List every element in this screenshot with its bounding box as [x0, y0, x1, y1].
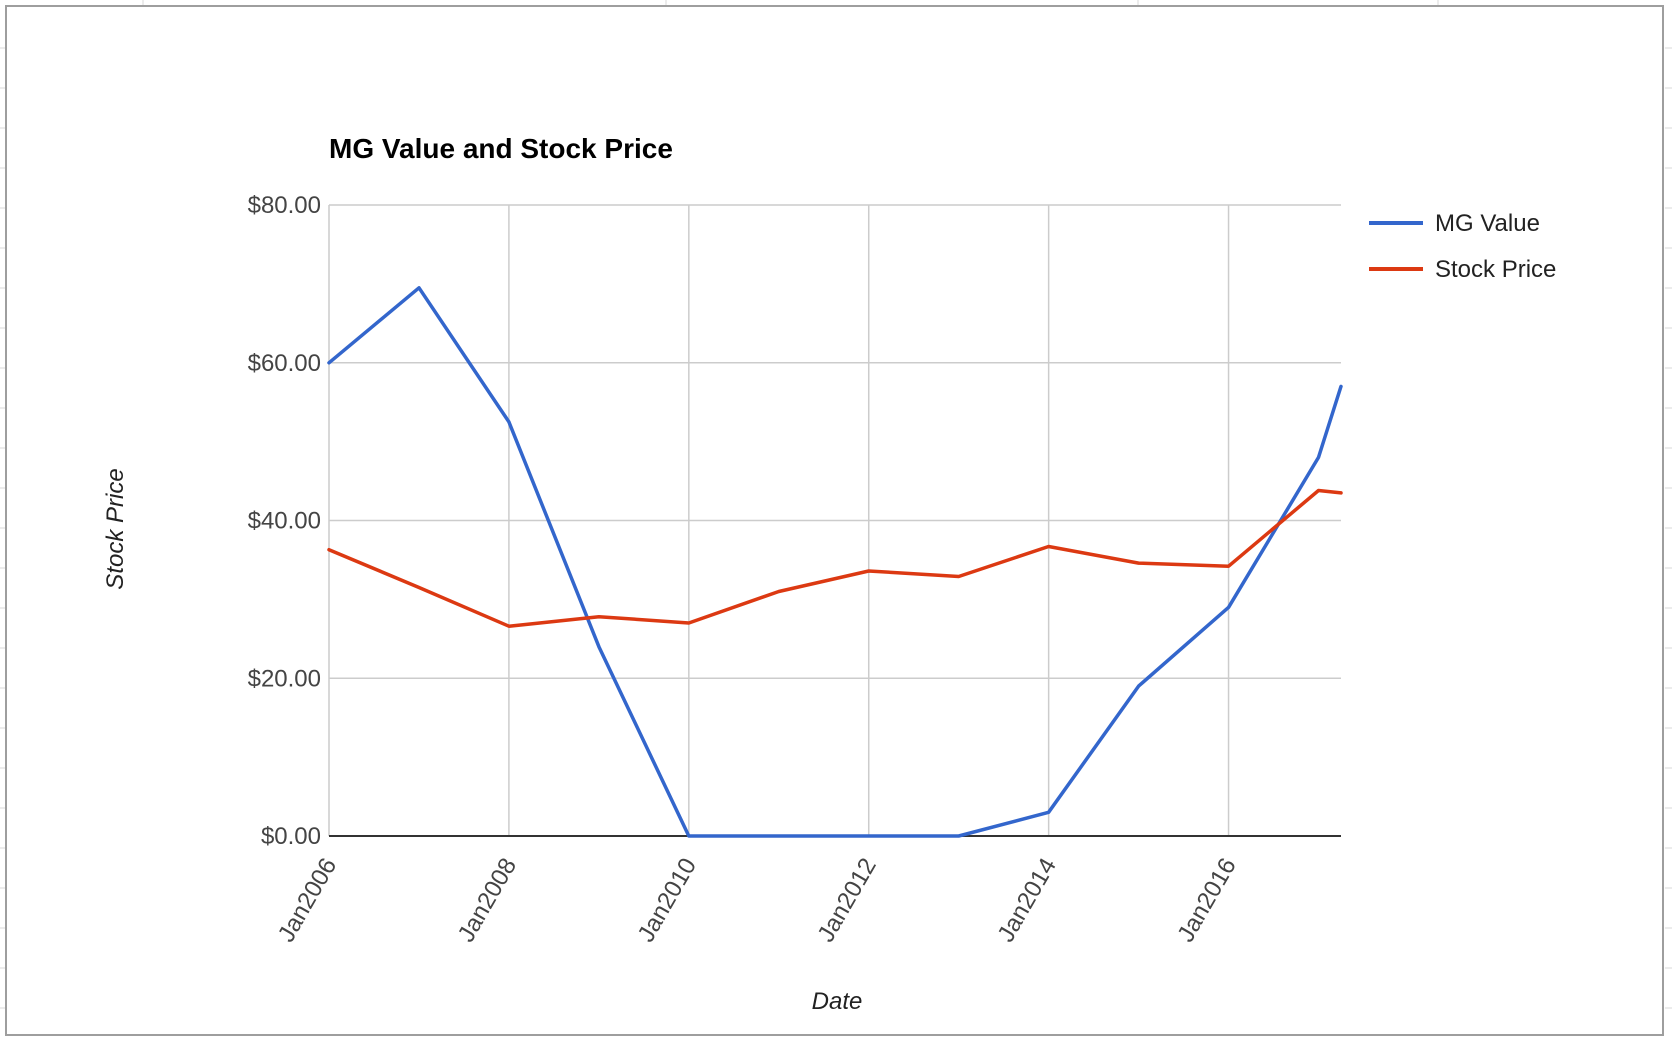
y-tick-label: $0.00 — [261, 823, 321, 850]
x-tick-label: Jan2006 — [273, 854, 342, 947]
x-tick-label: Jan2010 — [633, 854, 702, 947]
chart-container[interactable]: $0.00 $20.00 $40.00 $60.00 $80.00 Jan2006 Jan2… — [5, 5, 1664, 1036]
x-tick-label: Jan2012 — [812, 854, 881, 947]
x-axis-title: Date — [812, 988, 863, 1015]
gridlines — [328, 204, 1341, 836]
legend-label-mg-value: MG Value — [1435, 210, 1540, 237]
line-chart: $0.00 $20.00 $40.00 $60.00 $80.00 Jan2006 Jan2… — [102, 133, 1556, 1015]
legend[interactable]: MG Value Stock Price — [1369, 210, 1556, 283]
series-line-stock-price — [327, 488, 1343, 628]
y-tick-label: $80.00 — [248, 192, 321, 219]
series-line-mg-value — [327, 286, 1343, 838]
legend-item-stock-price[interactable]: Stock Price — [1369, 256, 1556, 283]
chart-title: MG Value and Stock Price — [329, 133, 673, 164]
y-axis-title: Stock Price — [102, 468, 129, 589]
y-tick-label: $40.00 — [248, 508, 321, 535]
y-tick-label: $60.00 — [248, 350, 321, 377]
y-tick-label: $20.00 — [248, 665, 321, 692]
x-tick-label: Jan2008 — [453, 854, 522, 947]
x-tick-label: Jan2014 — [992, 854, 1061, 947]
series-lines — [327, 286, 1343, 838]
x-tick-label: Jan2016 — [1172, 854, 1241, 947]
legend-label-stock-price: Stock Price — [1435, 256, 1556, 283]
legend-item-mg-value[interactable]: MG Value — [1369, 210, 1540, 237]
